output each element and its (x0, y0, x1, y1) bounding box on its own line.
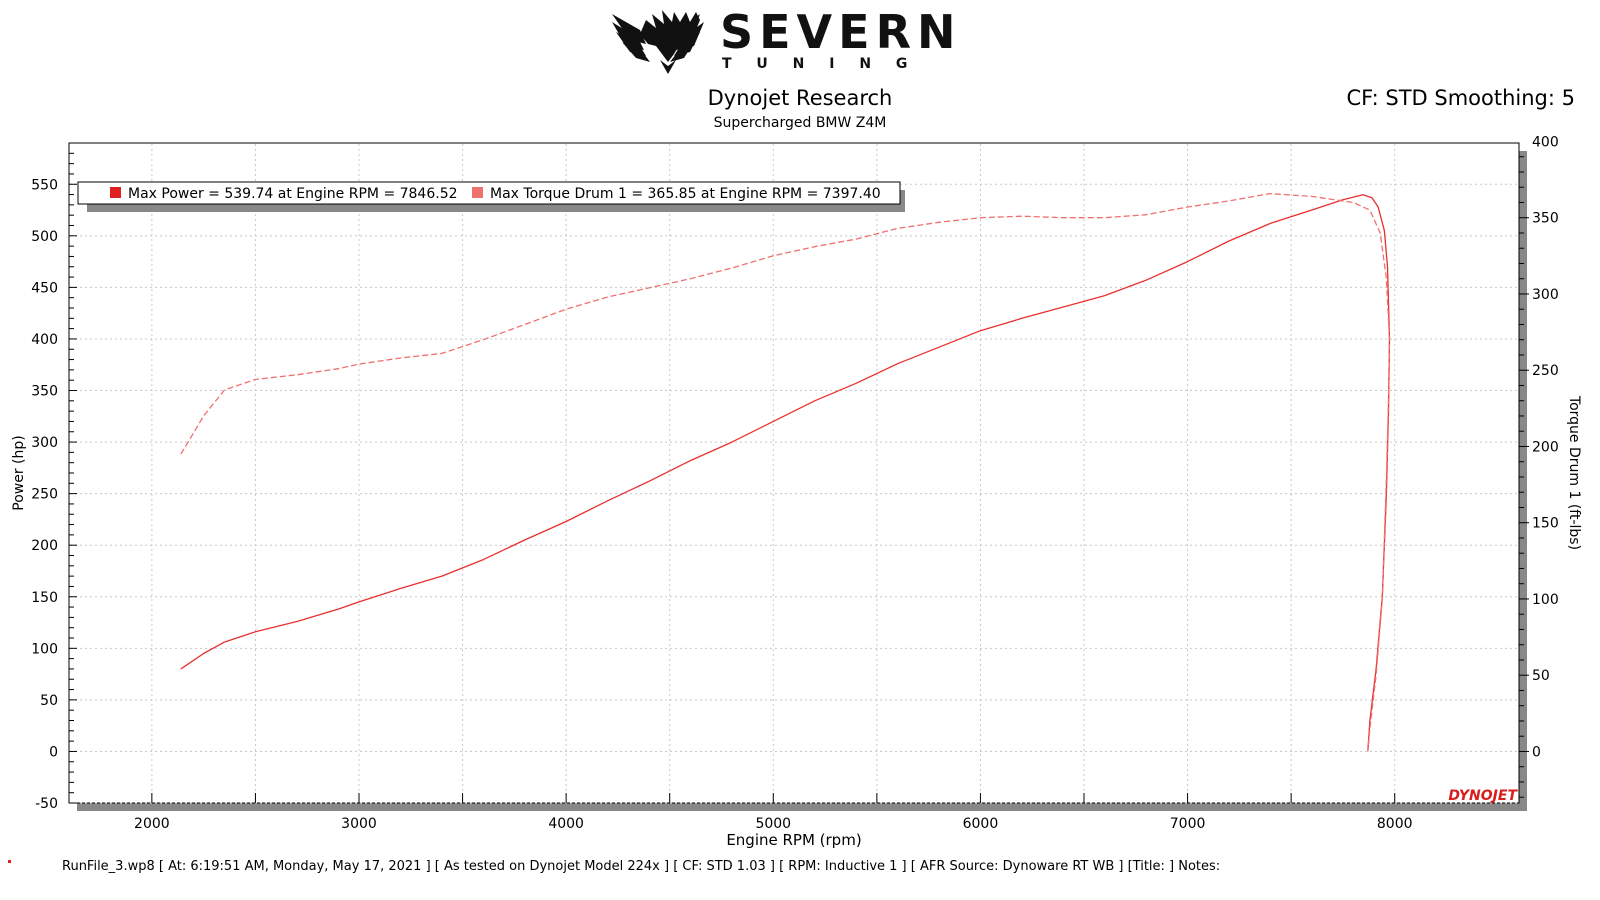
y-tick-label: 0 (49, 744, 58, 760)
torque-line (180, 192, 1391, 752)
y2-tick-label: 50 (1532, 668, 1550, 684)
eagle-icon (612, 10, 704, 74)
x-tick-label: 2000 (134, 816, 170, 832)
dynojet-watermark: DYNOJET (1448, 788, 1518, 804)
legend: Max Power = 539.74 at Engine RPM = 7846.… (77, 181, 905, 212)
y2-axis-label: Torque Drum 1 (ft-lbs) (1566, 395, 1582, 550)
y-tick-label: -50 (35, 796, 58, 812)
y-axis-label: Power (hp) (11, 435, 27, 510)
x-tick-label: 5000 (755, 816, 791, 832)
legend-box (77, 181, 901, 205)
legend-power-swatch (110, 187, 121, 198)
y2-tick-label: 100 (1532, 592, 1559, 608)
y2-tick-label: 150 (1532, 516, 1559, 532)
run-file-info: RunFile_3.wp8 [ At: 6:19:51 AM, Monday, … (62, 859, 1221, 874)
y-tick-label: 400 (31, 332, 58, 348)
x-tick-label: 6000 (963, 816, 999, 832)
chart-subtitle: Supercharged BMW Z4M (714, 115, 887, 131)
x-axis-label: Engine RPM (rpm) (726, 831, 861, 849)
severn-logo: SEVERN T U N I N G (612, 5, 962, 74)
y2-tick-label: 400 (1532, 134, 1559, 150)
y-tick-label: 150 (31, 590, 58, 606)
y2-tick-label: 0 (1532, 744, 1541, 760)
x-tick-label: 7000 (1170, 816, 1206, 832)
y2-tick-label: 350 (1532, 211, 1559, 227)
axes: -50 0 50 100 150 200 250 300 350 400 450 500 550 0 50 1… (31, 134, 1558, 832)
x-tick-label: 8000 (1377, 816, 1413, 832)
plot-area (68, 142, 1520, 804)
legend-power-label: Max Power = 539.74 at Engine RPM = 7846.… (128, 186, 458, 202)
x-tick-label: 4000 (548, 816, 584, 832)
red-dot-marker (8, 860, 11, 863)
power-line (180, 194, 1391, 752)
y-tick-label: 550 (31, 177, 58, 193)
brand-sub: T U N I N G (722, 56, 917, 72)
series-lines (180, 192, 1391, 752)
y2-tick-label: 300 (1532, 287, 1559, 303)
y-tick-label: 450 (31, 280, 58, 296)
correction-label: CF: STD Smoothing: 5 (1347, 86, 1575, 110)
y2-tick-label: 250 (1532, 363, 1559, 379)
y-tick-label: 350 (31, 384, 58, 400)
y2-tick-label: 200 (1532, 439, 1559, 455)
y-tick-label: 100 (31, 641, 58, 657)
y-tick-label: 200 (31, 538, 58, 554)
brand-name: SEVERN (720, 5, 962, 59)
y-tick-label: 500 (31, 229, 58, 245)
chart-title: Dynojet Research (708, 86, 893, 110)
y-tick-label: 250 (31, 487, 58, 503)
legend-torque-swatch (472, 187, 483, 198)
legend-torque-label: Max Torque Drum 1 = 365.85 at Engine RPM… (490, 186, 881, 202)
y-tick-label: 50 (40, 693, 58, 709)
y-tick-label: 300 (31, 435, 58, 451)
x-tick-label: 3000 (341, 816, 377, 832)
